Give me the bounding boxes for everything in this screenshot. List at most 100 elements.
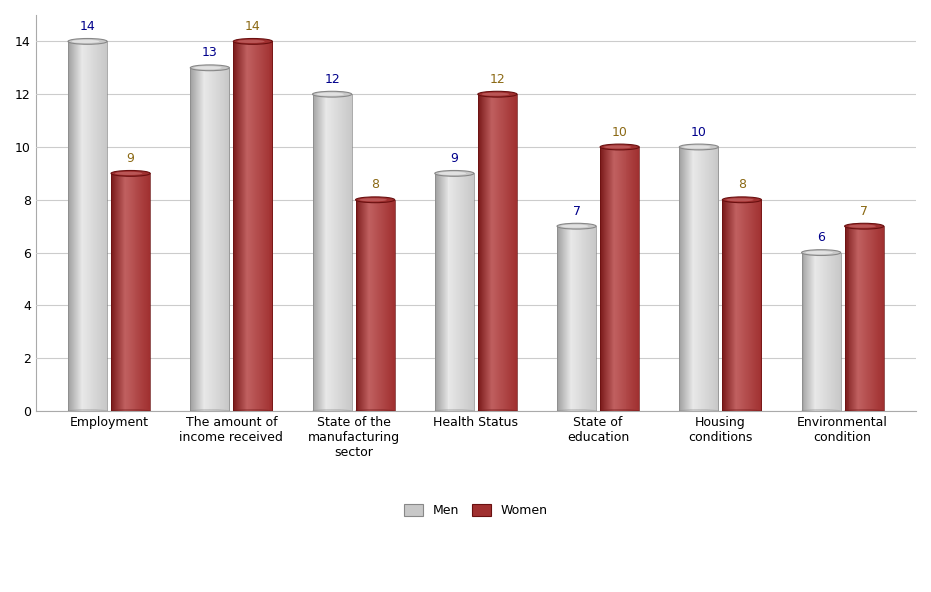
Bar bbox=[324, 94, 325, 411]
Bar bbox=[857, 226, 858, 411]
Bar bbox=[803, 253, 804, 411]
Bar bbox=[223, 68, 224, 411]
Bar bbox=[732, 200, 734, 411]
Bar bbox=[733, 200, 735, 411]
Legend: Men, Women: Men, Women bbox=[398, 498, 554, 523]
Bar bbox=[351, 94, 352, 411]
Bar bbox=[131, 173, 133, 411]
Bar bbox=[855, 226, 856, 411]
Bar bbox=[471, 173, 472, 411]
Bar bbox=[251, 41, 252, 411]
Ellipse shape bbox=[111, 170, 150, 176]
Bar bbox=[567, 226, 568, 411]
Bar bbox=[269, 41, 271, 411]
Ellipse shape bbox=[313, 91, 352, 97]
Bar bbox=[368, 200, 369, 411]
Bar bbox=[111, 173, 112, 411]
Bar bbox=[371, 200, 372, 411]
Bar bbox=[858, 226, 859, 411]
Bar bbox=[381, 200, 382, 411]
Bar bbox=[875, 226, 876, 411]
Bar bbox=[319, 94, 320, 411]
Bar bbox=[190, 68, 192, 411]
Bar bbox=[393, 200, 394, 411]
Ellipse shape bbox=[68, 38, 107, 44]
Bar bbox=[844, 226, 845, 411]
Bar bbox=[874, 226, 875, 411]
Ellipse shape bbox=[722, 410, 762, 413]
Bar bbox=[864, 226, 865, 411]
Bar bbox=[727, 200, 728, 411]
Bar bbox=[862, 226, 863, 411]
Bar bbox=[745, 200, 746, 411]
Bar bbox=[451, 173, 452, 411]
Bar bbox=[209, 68, 211, 411]
Bar bbox=[726, 200, 727, 411]
Bar bbox=[326, 94, 328, 411]
Bar bbox=[743, 200, 744, 411]
Bar bbox=[216, 68, 217, 411]
Bar bbox=[104, 41, 105, 411]
Bar bbox=[565, 226, 566, 411]
Bar bbox=[359, 200, 360, 411]
Bar bbox=[344, 94, 346, 411]
Bar bbox=[607, 147, 608, 411]
Ellipse shape bbox=[802, 410, 841, 413]
Bar bbox=[861, 226, 862, 411]
Bar bbox=[876, 226, 877, 411]
Bar bbox=[515, 94, 516, 411]
Bar bbox=[126, 173, 127, 411]
Bar bbox=[505, 94, 506, 411]
Bar bbox=[68, 41, 69, 411]
Bar bbox=[362, 200, 363, 411]
Bar bbox=[747, 200, 748, 411]
Bar bbox=[470, 173, 471, 411]
Bar bbox=[99, 41, 100, 411]
Bar bbox=[191, 68, 193, 411]
Bar bbox=[248, 41, 250, 411]
Bar bbox=[373, 200, 374, 411]
Bar bbox=[493, 94, 494, 411]
Bar bbox=[227, 68, 228, 411]
Bar bbox=[75, 41, 77, 411]
Bar bbox=[591, 226, 592, 411]
Bar bbox=[594, 226, 595, 411]
Bar bbox=[250, 41, 251, 411]
Bar bbox=[200, 68, 201, 411]
Bar bbox=[684, 147, 685, 411]
Bar bbox=[119, 173, 120, 411]
Bar bbox=[873, 226, 874, 411]
Bar bbox=[72, 41, 73, 411]
Ellipse shape bbox=[726, 198, 753, 201]
Text: 13: 13 bbox=[202, 46, 218, 59]
Bar bbox=[514, 94, 515, 411]
Bar bbox=[195, 68, 196, 411]
Bar bbox=[235, 41, 236, 411]
Bar bbox=[574, 226, 575, 411]
Bar bbox=[804, 253, 805, 411]
Bar bbox=[575, 226, 576, 411]
Bar bbox=[606, 147, 607, 411]
Bar bbox=[202, 68, 203, 411]
Bar bbox=[220, 68, 221, 411]
Bar bbox=[329, 94, 330, 411]
Ellipse shape bbox=[802, 250, 841, 256]
Bar bbox=[85, 41, 86, 411]
Bar bbox=[264, 41, 265, 411]
Bar bbox=[739, 200, 740, 411]
Bar bbox=[364, 200, 366, 411]
Bar bbox=[807, 253, 808, 411]
Bar bbox=[139, 173, 140, 411]
Bar bbox=[127, 173, 128, 411]
Bar bbox=[516, 94, 517, 411]
Bar bbox=[816, 253, 817, 411]
Bar bbox=[339, 94, 340, 411]
Bar bbox=[382, 200, 383, 411]
Bar bbox=[823, 253, 824, 411]
Bar bbox=[88, 41, 89, 411]
Bar bbox=[446, 173, 447, 411]
Bar bbox=[558, 226, 560, 411]
Bar bbox=[100, 41, 101, 411]
Bar bbox=[215, 68, 216, 411]
Bar bbox=[614, 147, 615, 411]
